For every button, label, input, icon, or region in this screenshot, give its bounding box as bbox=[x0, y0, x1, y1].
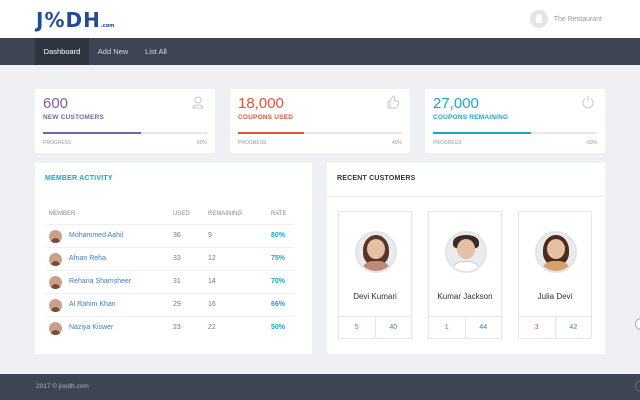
table-row[interactable]: Rehana Shamsheer 31 14 70% bbox=[45, 270, 295, 293]
customer-stat-right: 40 bbox=[374, 317, 412, 338]
customer-name: Julia Devi bbox=[537, 292, 573, 301]
panel-title: RECENT CUSTOMERS bbox=[337, 175, 416, 182]
used-value: 29 bbox=[173, 301, 181, 308]
remaining-value: 9 bbox=[208, 232, 212, 239]
stat-value: 600 bbox=[43, 95, 69, 112]
customer-stat-right: 42 bbox=[554, 317, 592, 338]
top-bar: J%DH.com The Restaurant bbox=[0, 0, 640, 38]
customer-photo bbox=[445, 231, 487, 273]
remaining-value: 16 bbox=[208, 301, 216, 308]
customer-name: Devi Kumari bbox=[353, 292, 397, 301]
stat-card-coupons-remaining: 27,000 COUPONS REMAINING PROGRESS 60% bbox=[425, 89, 605, 153]
member-activity-panel: MEMBER ACTIVITY bbox=[35, 163, 312, 354]
customer-photo bbox=[355, 231, 397, 273]
progress-track bbox=[433, 132, 597, 134]
column-header-used: USED bbox=[173, 211, 190, 217]
nav-bar: Dashboard Add New List All bbox=[0, 38, 640, 65]
progress-fill bbox=[433, 132, 532, 134]
photo-face bbox=[547, 239, 565, 259]
stat-label: COUPONS REMAINING bbox=[433, 114, 509, 121]
customer-photo bbox=[535, 231, 577, 273]
stat-card-new-customers: 600 NEW CUSTOMERS PROGRESS 60% bbox=[35, 89, 215, 153]
user-menu[interactable]: The Restaurant bbox=[529, 10, 602, 28]
avatar bbox=[49, 253, 62, 266]
member-name[interactable]: Afnan Reha bbox=[69, 255, 106, 262]
customer-stat-left: 3 bbox=[534, 324, 539, 331]
table-row[interactable]: Al Rahim Khan 29 16 66% bbox=[45, 293, 295, 316]
table-row[interactable]: Mohammed Aahil 36 9 80% bbox=[45, 224, 295, 247]
stat-value: 18,000 bbox=[238, 95, 284, 112]
photo-shirt bbox=[361, 261, 391, 271]
footer-copyright: 2017 © joodh.com bbox=[36, 383, 89, 390]
panel-divider bbox=[327, 196, 605, 197]
stat-card-coupons-used: 18,000 COUPONS USED PROGRESS 40% bbox=[230, 89, 410, 153]
stat-label: COUPONS USED bbox=[238, 114, 294, 121]
used-value: 36 bbox=[173, 232, 181, 239]
avatar bbox=[49, 276, 62, 289]
column-header-remaining: REMAINING bbox=[208, 211, 243, 217]
progress-percent: 60% bbox=[196, 140, 207, 146]
progress-fill bbox=[238, 132, 304, 134]
scroll-handle[interactable] bbox=[635, 318, 640, 330]
photo-face bbox=[367, 239, 385, 259]
remaining-value: 22 bbox=[208, 324, 216, 331]
customer-card[interactable]: Kumar Jackson 1 44 bbox=[428, 211, 502, 339]
member-name[interactable]: Rehana Shamsheer bbox=[69, 278, 132, 285]
member-name[interactable]: Al Rahim Khan bbox=[69, 301, 116, 308]
stat-label: NEW CUSTOMERS bbox=[43, 114, 104, 121]
member-name[interactable]: Mohammed Aahil bbox=[69, 232, 124, 239]
nav-list-all[interactable]: List All bbox=[145, 47, 167, 56]
nav-dashboard[interactable]: Dashboard bbox=[35, 38, 89, 65]
photo-shirt bbox=[451, 261, 481, 271]
progress-track bbox=[238, 132, 402, 134]
remaining-value: 12 bbox=[208, 255, 216, 262]
customer-card[interactable]: Devi Kumari 5 40 bbox=[338, 211, 412, 339]
panel-title: MEMBER ACTIVITY bbox=[45, 175, 113, 182]
used-value: 31 bbox=[173, 278, 181, 285]
avatar bbox=[49, 230, 62, 243]
table-row[interactable]: Afnan Reha 33 12 75% bbox=[45, 247, 295, 270]
member-name[interactable]: Naziya Kiswer bbox=[69, 324, 114, 331]
customer-stats: 3 42 bbox=[519, 316, 591, 338]
progress-label: PROGRESS bbox=[43, 140, 72, 146]
stat-value: 27,000 bbox=[433, 95, 479, 112]
rate-value: 70% bbox=[271, 278, 286, 285]
power-icon bbox=[582, 96, 594, 109]
rate-value: 66% bbox=[271, 301, 286, 308]
rate-value: 50% bbox=[271, 324, 286, 331]
user-icon bbox=[192, 96, 204, 109]
logo[interactable]: J%DH.com bbox=[36, 8, 115, 32]
progress-label: PROGRESS bbox=[433, 140, 462, 146]
progress-label: PROGRESS bbox=[238, 140, 267, 146]
used-value: 23 bbox=[173, 324, 181, 331]
used-value: 33 bbox=[173, 255, 181, 262]
photo-shirt bbox=[541, 261, 571, 271]
remaining-value: 14 bbox=[208, 278, 216, 285]
column-header-member: MEMBER bbox=[49, 211, 76, 217]
rate-value: 75% bbox=[271, 255, 286, 262]
footer: 2017 © joodh.com bbox=[0, 374, 640, 400]
customer-name: Kumar Jackson bbox=[437, 292, 493, 301]
avatar bbox=[49, 322, 62, 335]
rate-value: 80% bbox=[271, 232, 286, 239]
column-header-rate: RATE bbox=[271, 211, 287, 217]
customer-stats: 5 40 bbox=[339, 316, 411, 338]
customer-stat-right: 44 bbox=[464, 317, 502, 338]
thumbs-up-icon bbox=[387, 95, 400, 109]
customer-card[interactable]: Julia Devi 3 42 bbox=[518, 211, 592, 339]
progress-fill bbox=[43, 132, 142, 134]
progress-percent: 40% bbox=[391, 140, 402, 146]
avatar bbox=[49, 299, 62, 312]
customer-stat-left: 5 bbox=[354, 324, 359, 331]
user-name: The Restaurant bbox=[553, 15, 602, 23]
customer-stats: 1 44 bbox=[429, 316, 501, 338]
user-avatar-icon bbox=[529, 10, 548, 28]
photo-face bbox=[457, 239, 475, 259]
nav-add-new[interactable]: Add New bbox=[97, 47, 129, 56]
customer-stat-left: 1 bbox=[444, 324, 449, 331]
scroll-to-top-button[interactable] bbox=[635, 380, 640, 392]
progress-percent: 60% bbox=[586, 140, 597, 146]
table-row[interactable]: Naziya Kiswer 23 22 50% bbox=[45, 316, 295, 339]
progress-track bbox=[43, 132, 207, 134]
